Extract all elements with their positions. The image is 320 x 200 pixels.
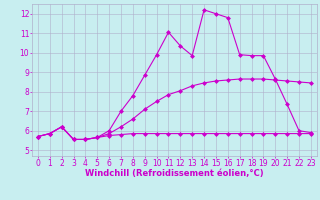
- X-axis label: Windchill (Refroidissement éolien,°C): Windchill (Refroidissement éolien,°C): [85, 169, 264, 178]
